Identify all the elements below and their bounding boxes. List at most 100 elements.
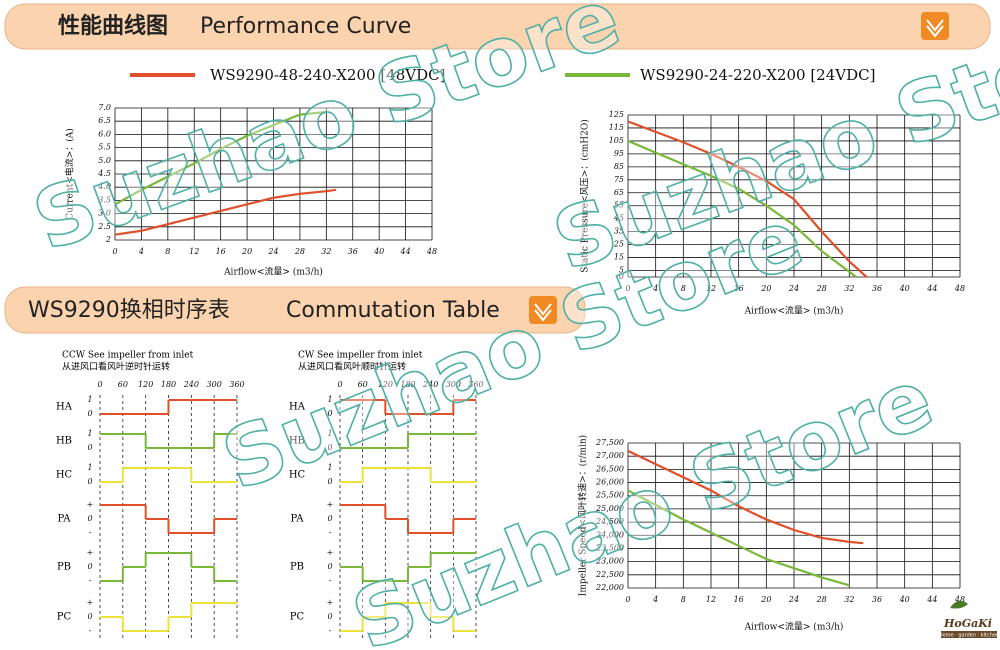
logo: HoGaKi Home · garden · kitchen [939,600,999,639]
row-label: PC [290,612,305,623]
x-tick-label: 16 [734,284,744,293]
series-line [114,188,337,236]
angle-label: 180 [161,380,176,389]
y-tick-label: 4.0 [97,182,111,191]
level-label: 1 [327,463,332,472]
angle-label: 120 [138,380,153,389]
y-tick-label: 105 [609,136,624,145]
series-line [627,120,868,278]
x-tick-label: 20 [760,595,771,604]
level-label: 1 [87,463,92,472]
x-tick-label: 40 [899,284,910,293]
angle-label: 300 [446,380,461,389]
y-tick-label: 55 [614,201,624,210]
x-tick-label: 44 [926,595,937,604]
level-label: - [329,528,332,537]
row-label: PA [290,514,304,525]
x-tick-label: 12 [189,247,199,256]
row-label: HC [289,470,306,481]
y-tick-label: 26,500 [595,464,624,473]
level-label: 0 [87,514,92,523]
x-axis-title: Airflow<流量> (m3/h) [223,266,323,278]
angle-label: 180 [400,380,415,389]
level-label: + [87,598,94,607]
x-tick-label: 12 [706,284,716,293]
x-tick-label: 4 [652,284,658,293]
y-tick-label: 85 [614,162,624,171]
level-label: 0 [327,612,332,621]
chart: 0 4 8 12 16 20 24 28 32 36 40 44 4822,00022,50023,00… [577,435,966,633]
angle-label: 240 [183,380,199,389]
x-tick-label: 12 [706,595,716,604]
header-bar [4,286,586,334]
level-label: 0 [327,409,332,418]
level-label: 1 [327,429,332,438]
angle-label: 60 [358,380,368,389]
x-tick-label: 28 [294,247,305,256]
y-tick-label: 4.5 [97,169,111,178]
x-tick-label: 32 [844,595,854,604]
panel-subtitle: 从进风口看风叶逆时针运转 [62,361,170,373]
x-tick-label: 44 [399,247,410,256]
y-tick-label: 25,000 [595,504,624,513]
y-tick-label: 27,000 [595,451,624,460]
header-title-cn: 性能曲线图 [58,13,168,39]
header-icon [921,12,949,40]
legend-label: WS9290-48-240-X200 [48VDC] [210,66,445,84]
logo-name: HoGaKi [943,617,992,630]
x-tick-label: 24 [788,595,799,604]
level-label: 0 [327,562,332,571]
angle-label: 300 [207,380,222,389]
y-tick-label: 24,000 [595,530,624,539]
header-title-en: Commutation Table [286,298,500,323]
y-tick-label: 23,500 [595,543,624,552]
header-icon-chevron [926,19,944,38]
logo-band [941,631,997,638]
y-tick-label: 75 [614,175,624,184]
x-tick-label: 20 [241,247,252,256]
row-label: HB [289,436,305,447]
x-tick-label: 36 [348,247,358,256]
y-tick-label: 27,500 [595,438,624,447]
row-label: HB [56,436,72,447]
row-label: PA [57,514,71,525]
level-label: - [89,626,92,635]
y-tick-label: 2.5 [97,222,111,231]
x-tick-label: 8 [681,284,686,293]
y-tick-label: 26,000 [595,478,624,487]
x-tick-label: 48 [426,247,437,256]
y-tick-label: 24,500 [595,517,624,526]
series-line [627,139,857,278]
level-label: 0 [327,514,332,523]
y-tick-label: 5.5 [98,143,111,152]
y-tick-label: 7.0 [98,103,111,112]
y-axis-title: Impeller Speed<风叶转速>：(r/min) [577,435,589,596]
x-tick-label: 32 [321,247,331,256]
level-label: 1 [327,395,332,404]
chart: 0 4 8 12 16 20 24 28 32 36 40 44 4822.53.03.54.04.55… [64,103,438,278]
y-tick-label: 3.5 [98,195,111,204]
x-tick-label: 28 [816,284,827,293]
y-tick-label: 45 [613,214,624,223]
angle-label: 120 [378,380,393,389]
level-label: 0 [87,443,92,452]
y-tick-label: 95 [614,149,624,158]
x-tick-label: 48 [954,284,965,293]
y-tick-label: 0 [619,272,624,281]
x-axis-title: Airflow<流量> (m3/h) [744,621,844,633]
level-label: + [327,548,334,557]
x-tick-label: 48 [954,595,965,604]
x-tick-label: 20 [760,284,771,293]
y-tick-label: 5 [619,266,624,275]
level-label: 0 [327,443,332,452]
x-tick-label: 32 [844,284,854,293]
x-tick-label: 16 [734,595,744,604]
y-tick-label: 6.5 [98,116,111,125]
level-label: 0 [327,477,332,486]
x-tick-label: 8 [165,247,170,256]
level-label: + [87,500,94,509]
y-tick-label: 125 [609,110,624,119]
level-label: 0 [87,409,92,418]
